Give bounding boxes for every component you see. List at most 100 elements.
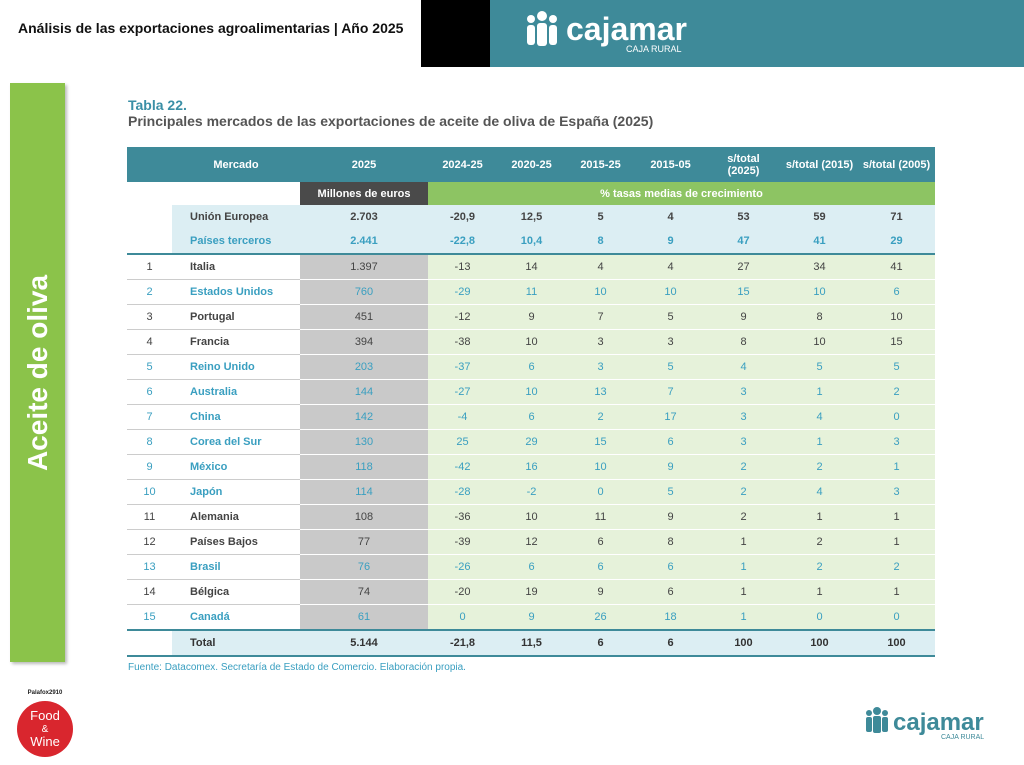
name-cell: Estados Unidos [172,279,300,305]
value-cell: 0 [428,604,497,631]
value-cell: 6 [635,579,706,605]
value-cell: 5 [635,479,706,505]
name-cell: Países terceros [172,229,300,254]
header-logo: cajamar CAJA RURAL [527,11,687,54]
value-cell: 1 [706,554,781,580]
header-cell: 2015-05 [635,147,706,182]
rank-cell: 11 [127,504,172,530]
value-cell: 2 [706,479,781,505]
sidebar-label: Aceite de oliva [21,274,53,471]
table-row: 7 China 142 -4 6 2 17 3 4 0 [127,404,935,430]
name-cell: Países Bajos [172,529,300,555]
value-cell: 4 [635,205,706,229]
rank-cell [127,205,172,229]
table: Mercado 2025 2024-25 2020-25 2015-25 2015-05 s… [127,147,935,657]
value-cell: 3 [706,379,781,405]
value-cell: 77 [300,529,428,555]
logo-tagline: CAJA RURAL [626,44,682,54]
value-cell: 6 [858,279,935,305]
name-cell: Francia [172,329,300,355]
value-cell: 1 [781,504,858,530]
value-cell: -20 [428,579,497,605]
value-cell: 9 [497,304,566,330]
value-cell: -20,9 [428,205,497,229]
value-cell: 2 [781,529,858,555]
value-cell: 10 [566,279,635,305]
header-cell [127,147,172,182]
value-cell: -21,8 [428,629,497,657]
value-cell: 130 [300,429,428,455]
rank-cell: 4 [127,329,172,355]
group-cell: Millones de euros [300,182,428,205]
rank-cell [127,229,172,254]
value-cell: -26 [428,554,497,580]
value-cell: -38 [428,329,497,355]
sidebar: Aceite de oliva [10,83,65,662]
name-cell: Italia [172,253,300,280]
value-cell: 9 [635,504,706,530]
value-cell: 74 [300,579,428,605]
name-cell: Alemania [172,504,300,530]
rank-cell [127,629,172,657]
value-cell: -29 [428,279,497,305]
value-cell: 6 [497,554,566,580]
name-cell: México [172,454,300,480]
value-cell: -13 [428,253,497,280]
value-cell: -36 [428,504,497,530]
table-row: Millones de euros% tasas medias de creci… [127,182,935,205]
value-cell: 8 [566,229,635,254]
value-cell: 1 [858,579,935,605]
value-cell: 3 [858,429,935,455]
value-cell: 4 [781,404,858,430]
value-cell: 6 [635,429,706,455]
value-cell: 1 [781,579,858,605]
table-row: Unión Europea 2.703 -20,9 12,5 5 4 53 59 71 [127,205,935,229]
badge-line: & [42,724,49,735]
value-cell: 2 [858,379,935,405]
value-cell: 47 [706,229,781,254]
value-cell: 29 [497,429,566,455]
name-cell: Reino Unido [172,354,300,380]
name-cell: Total [172,629,300,657]
value-cell: 12,5 [497,205,566,229]
value-cell: -27 [428,379,497,405]
value-cell: 2 [566,404,635,430]
value-cell: 142 [300,404,428,430]
table-row: 11 Alemania 108 -36 10 11 9 2 1 1 [127,504,935,530]
table-row: Mercado 2025 2024-25 2020-25 2015-25 2015-05 s… [127,147,935,182]
value-cell: -22,8 [428,229,497,254]
value-cell: 29 [858,229,935,254]
table-label: Tabla 22. [128,97,187,113]
value-cell: 61 [300,604,428,631]
header-cell: 2020-25 [497,147,566,182]
value-cell: 10 [497,329,566,355]
logo-name: cajamar [893,709,984,736]
value-cell: 3 [566,354,635,380]
value-cell: 14 [497,253,566,280]
table-row: 13 Brasil 76 -26 6 6 6 1 2 2 [127,554,935,580]
value-cell: 1 [706,604,781,631]
value-cell: 4 [706,354,781,380]
value-cell: 10 [781,279,858,305]
value-cell: 11,5 [497,629,566,657]
value-cell: 2 [706,454,781,480]
logo-name: cajamar [566,11,687,47]
value-cell: -37 [428,354,497,380]
value-cell: 394 [300,329,428,355]
table-row: 14 Bélgica 74 -20 19 9 6 1 1 1 [127,579,935,605]
value-cell: 108 [300,504,428,530]
value-cell: 76 [300,554,428,580]
value-cell: 27 [706,253,781,280]
value-cell: 0 [566,479,635,505]
value-cell: 1 [781,379,858,405]
value-cell: 118 [300,454,428,480]
name-cell: China [172,404,300,430]
header-block [421,0,490,67]
table-row: 10 Japón 114 -28 -2 0 5 2 4 3 [127,479,935,505]
header-cell: Mercado [172,147,300,182]
footer-badge: Palafox2910 Food & Wine [17,690,73,757]
value-cell: 9 [497,604,566,631]
value-cell: 5 [635,304,706,330]
rank-cell: 10 [127,479,172,505]
table-row: 4 Francia 394 -38 10 3 3 8 10 15 [127,329,935,355]
